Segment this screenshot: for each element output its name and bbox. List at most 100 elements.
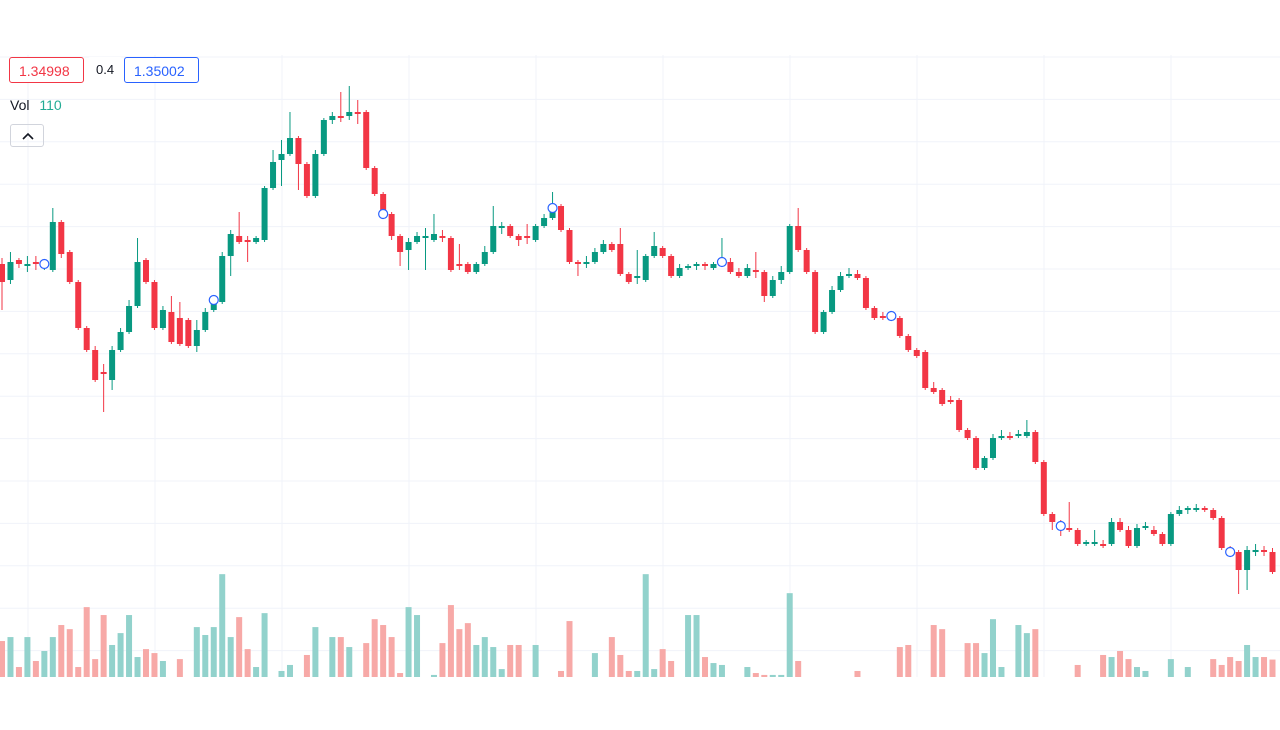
volume-bar — [481, 637, 488, 677]
candle-body — [989, 438, 996, 458]
candle-body — [83, 328, 90, 350]
volume-bar — [388, 637, 395, 677]
volume-bar — [126, 615, 133, 677]
candle-body — [117, 332, 124, 350]
collapse-button[interactable] — [10, 124, 44, 147]
candle-body — [973, 438, 980, 468]
candle-body — [820, 312, 827, 332]
volume-bar — [430, 674, 437, 677]
candle-body — [236, 236, 243, 242]
volume-bar — [1261, 657, 1268, 677]
candle-body — [1023, 432, 1030, 436]
candle-body — [1083, 542, 1090, 544]
volume-bar — [1244, 644, 1251, 677]
candle-body — [642, 256, 649, 280]
spread: 0.4 — [87, 57, 124, 83]
volume-bar — [210, 627, 217, 677]
candle-body — [786, 226, 793, 272]
candle-body — [295, 138, 302, 164]
candle-body — [1218, 518, 1225, 548]
volume-bar — [346, 647, 353, 677]
candle-body — [49, 222, 56, 270]
volume-bar — [151, 653, 158, 677]
volume-bar — [1117, 651, 1124, 677]
volume-bar — [981, 653, 988, 677]
volume-bar — [100, 615, 107, 677]
volume-bar — [718, 664, 725, 677]
volume-bar — [769, 674, 776, 677]
volume-bar — [1032, 629, 1039, 677]
candle-body — [320, 120, 327, 154]
candle-body — [617, 244, 624, 274]
candle-body — [761, 272, 768, 296]
candle-body — [15, 260, 22, 264]
candle-body — [1015, 434, 1022, 436]
candle-body — [422, 236, 429, 238]
candle-body — [1193, 508, 1200, 510]
candle-body — [0, 264, 5, 282]
candle-body — [100, 372, 107, 374]
candle-body — [430, 234, 437, 240]
candle-body — [126, 306, 133, 332]
candle-body — [846, 274, 852, 276]
volume-bar — [1235, 660, 1242, 677]
volume-bar — [1133, 667, 1140, 677]
candle-body — [75, 282, 82, 328]
volume-bar — [1218, 664, 1225, 677]
volume-bar — [1015, 625, 1022, 677]
candle-body — [930, 388, 937, 392]
volume-bar — [989, 619, 996, 677]
candle-body — [710, 264, 717, 268]
bid-price[interactable]: 1.34998 — [9, 57, 84, 83]
candle-body — [1235, 552, 1242, 570]
volume-bar — [363, 643, 370, 677]
candle-body — [24, 264, 31, 266]
volume-bar — [1210, 659, 1217, 677]
volume-bar — [142, 649, 149, 677]
candle-body — [837, 276, 844, 290]
volume-bar — [286, 664, 293, 677]
candle-body — [769, 280, 776, 296]
volume-bar — [176, 659, 183, 677]
volume-bar — [1125, 659, 1132, 677]
volume-bar — [896, 647, 903, 677]
volume-bar — [278, 670, 285, 677]
candle-body — [1210, 510, 1217, 518]
candle-body — [32, 262, 39, 264]
candle-body — [727, 262, 734, 272]
trade-marker — [1225, 546, 1236, 558]
candle-body — [151, 282, 158, 328]
volume-bar — [1023, 633, 1030, 677]
candle-body — [1184, 508, 1191, 510]
candle-body — [1133, 528, 1140, 546]
candle-body — [566, 230, 573, 262]
candle-body — [659, 248, 666, 256]
volume-bar — [515, 644, 522, 677]
candle-body — [1049, 514, 1056, 522]
candle-body — [854, 274, 861, 278]
volume-bar — [337, 637, 344, 677]
candle-body — [159, 310, 166, 328]
volume-bar — [159, 660, 166, 677]
candle-body — [388, 214, 395, 236]
candle-body — [1125, 530, 1132, 546]
candle-body — [473, 264, 480, 272]
candle-body — [829, 290, 836, 312]
volume-bar — [32, 660, 39, 677]
volume-bar — [1269, 659, 1276, 677]
volume-bar — [930, 625, 937, 677]
candle-body — [1159, 534, 1166, 544]
volume-bar — [24, 637, 31, 677]
candle-body — [244, 240, 251, 242]
ask-price[interactable]: 1.35002 — [124, 57, 199, 83]
candle-body — [803, 250, 810, 272]
candle-body — [795, 226, 802, 250]
candle-body — [253, 238, 260, 242]
candle-body — [651, 246, 658, 256]
candle-body — [515, 236, 522, 240]
candle-body — [1032, 432, 1039, 462]
candle-body — [998, 436, 1005, 438]
volume-bar — [397, 673, 404, 677]
candle-body — [964, 430, 971, 438]
candle-body — [490, 226, 497, 252]
